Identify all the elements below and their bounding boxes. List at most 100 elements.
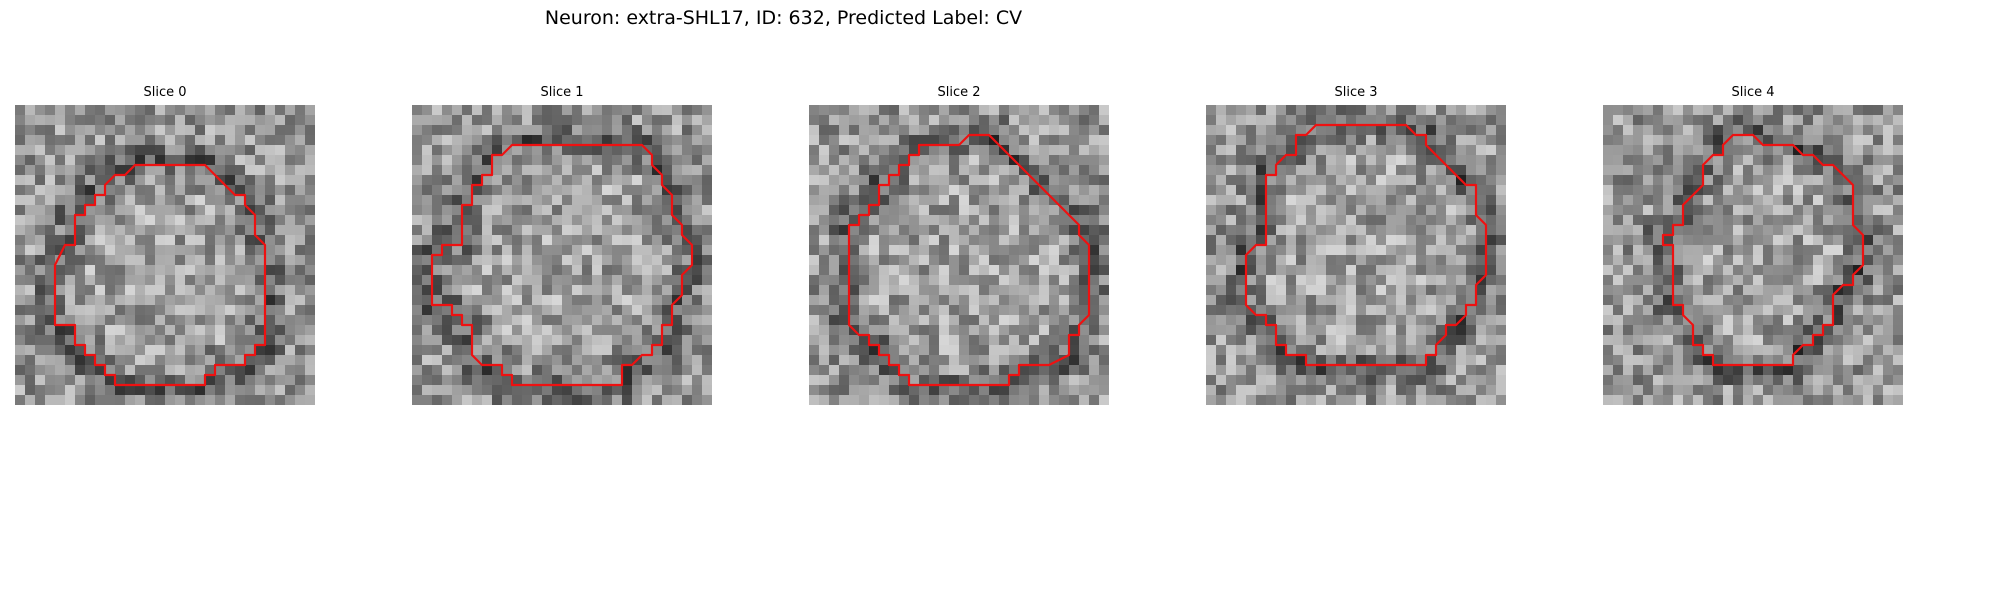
pixel — [1753, 375, 1763, 385]
pixel — [1673, 335, 1683, 345]
pixel — [692, 115, 702, 125]
pixel — [819, 395, 829, 405]
pixel — [1296, 115, 1306, 125]
pixel — [1823, 235, 1833, 245]
pixel — [1623, 355, 1633, 365]
pixel — [1039, 125, 1049, 135]
pixel — [1426, 265, 1436, 275]
pixel — [1613, 205, 1623, 215]
pixel — [35, 165, 45, 175]
pixel — [205, 325, 215, 335]
pixel — [592, 105, 602, 115]
pixel — [492, 185, 502, 195]
pixel — [662, 355, 672, 365]
pixel — [1753, 175, 1763, 185]
pixel — [85, 265, 95, 275]
pixel — [245, 195, 255, 205]
pixel — [1683, 265, 1693, 275]
pixel — [849, 235, 859, 245]
pixel — [612, 285, 622, 295]
pixel — [1623, 105, 1633, 115]
pixel — [1803, 255, 1813, 265]
pixel — [412, 295, 422, 305]
pixel — [939, 175, 949, 185]
pixel — [889, 215, 899, 225]
pixel — [75, 105, 85, 115]
pixel — [889, 345, 899, 355]
pixel — [1236, 335, 1246, 345]
pixel — [1466, 155, 1476, 165]
pixel — [1713, 205, 1723, 215]
pixel — [195, 275, 205, 285]
pixel — [472, 135, 482, 145]
pixel — [1893, 115, 1903, 125]
pixel — [889, 225, 899, 235]
pixel — [1783, 335, 1793, 345]
pixel — [1653, 345, 1663, 355]
pixel — [1039, 375, 1049, 385]
pixel — [622, 275, 632, 285]
pixel — [215, 235, 225, 245]
pixel — [1883, 335, 1893, 345]
pixel — [1873, 175, 1883, 185]
pixel — [919, 175, 929, 185]
pixel — [1226, 185, 1236, 195]
pixel — [1446, 225, 1456, 235]
pixel — [1623, 145, 1633, 155]
pixel — [1803, 125, 1813, 135]
pixel — [255, 185, 265, 195]
pixel — [562, 285, 572, 295]
pixel — [35, 195, 45, 205]
pixel — [175, 215, 185, 225]
pixel — [1703, 295, 1713, 305]
pixel — [1703, 315, 1713, 325]
pixel — [15, 135, 25, 145]
pixel — [1843, 105, 1853, 115]
pixel — [35, 335, 45, 345]
pixel — [185, 275, 195, 285]
pixel — [909, 175, 919, 185]
pixel — [1336, 145, 1346, 155]
pixel — [502, 135, 512, 145]
pixel — [45, 395, 55, 405]
pixel — [215, 145, 225, 155]
pixel — [1396, 345, 1406, 355]
pixel — [175, 135, 185, 145]
pixel — [165, 125, 175, 135]
pixel — [819, 215, 829, 225]
pixel — [879, 285, 889, 295]
pixel — [15, 385, 25, 395]
pixel — [1099, 255, 1109, 265]
pixel — [1863, 185, 1873, 195]
pixel — [1059, 215, 1069, 225]
pixel — [1496, 335, 1506, 345]
pixel — [979, 175, 989, 185]
pixel — [919, 285, 929, 295]
pixel — [295, 225, 305, 235]
pixel — [819, 265, 829, 275]
pixel — [1416, 325, 1426, 335]
pixel — [682, 315, 692, 325]
pixel — [1019, 315, 1029, 325]
pixel — [1643, 295, 1653, 305]
pixel — [1833, 205, 1843, 215]
pixel — [652, 175, 662, 185]
pixel — [422, 215, 432, 225]
pixel — [75, 175, 85, 185]
pixel — [542, 185, 552, 195]
pixel — [125, 105, 135, 115]
pixel — [155, 375, 165, 385]
pixel — [1386, 185, 1396, 195]
pixel — [85, 205, 95, 215]
pixel — [969, 105, 979, 115]
pixel — [1773, 285, 1783, 295]
pixel — [1486, 105, 1496, 115]
pixel — [989, 245, 999, 255]
pixel — [652, 315, 662, 325]
pixel — [275, 385, 285, 395]
pixel — [562, 155, 572, 165]
pixel — [1683, 245, 1693, 255]
pixel — [105, 215, 115, 225]
pixel — [472, 375, 482, 385]
pixel — [45, 385, 55, 395]
